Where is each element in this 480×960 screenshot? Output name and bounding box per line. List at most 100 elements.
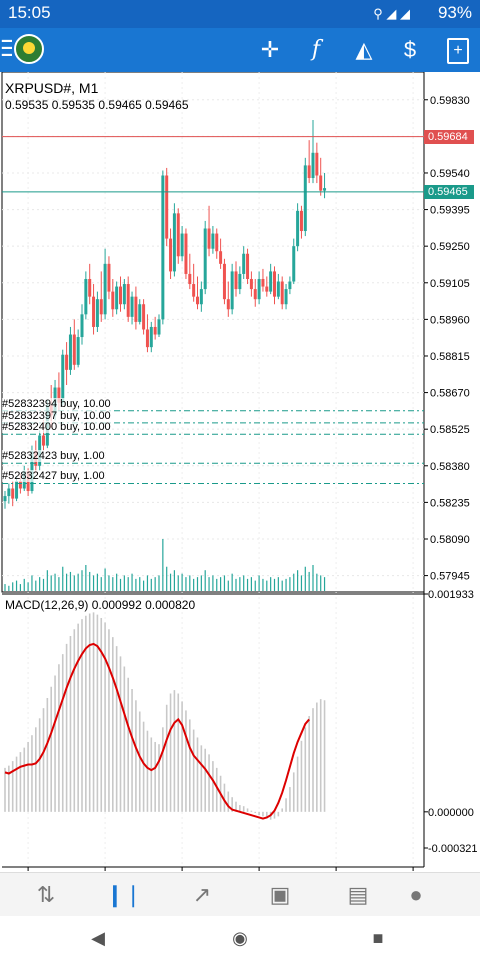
candle-body <box>3 496 7 502</box>
candle-body <box>230 271 234 310</box>
candle-body <box>296 210 300 247</box>
candle-body <box>95 299 99 327</box>
price-tick-label: 0.59540 <box>430 168 470 180</box>
price-tick-label: 0.57945 <box>430 571 470 583</box>
symbol-timeframe: XRPUSD#, M1 <box>5 80 99 96</box>
status-time: 15:05 <box>8 3 51 22</box>
recents-icon[interactable]: ■ <box>372 928 384 948</box>
candle-body <box>142 304 146 330</box>
ask-price-box: 0.59684 <box>424 129 474 144</box>
candle-body <box>165 175 169 239</box>
order-label[interactable]: #52832423 buy, 1.00 <box>2 450 105 463</box>
order-label[interactable]: #52832427 buy, 1.00 <box>2 470 105 483</box>
objects-button[interactable]: ◭ <box>355 37 373 62</box>
price-pane-frame <box>1 72 425 593</box>
candle-body <box>307 165 311 179</box>
macd-tick-label: 0.001933 <box>428 589 474 601</box>
menu-icon[interactable]: ☰ <box>0 36 12 61</box>
macd-label: MACD(12,26,9) 0.000992 0.000820 <box>5 598 196 612</box>
home-icon[interactable]: ◉ <box>232 928 248 948</box>
candle-body <box>257 278 261 300</box>
price-tick-label: 0.58815 <box>430 351 470 363</box>
candle-body <box>169 238 173 272</box>
candle-body <box>196 296 199 305</box>
app-toolbar: ☰ ✛ f ◭ $ + <box>0 28 480 72</box>
candle-body <box>219 251 223 264</box>
order-label[interactable]: #52832400 buy, 10.00 <box>2 421 111 434</box>
candle-body <box>199 289 203 305</box>
price-tick-label: 0.59105 <box>430 278 470 290</box>
candle-body <box>323 188 327 191</box>
indicators-button[interactable]: f <box>311 37 321 62</box>
price-tick-label: 0.58090 <box>430 534 470 546</box>
candle-body <box>15 480 19 499</box>
inbox-icon[interactable]: ▣ <box>269 882 291 907</box>
back-icon[interactable]: ◀ <box>91 928 105 948</box>
candle-body <box>215 233 219 252</box>
price-tick-label: 0.59830 <box>430 95 470 107</box>
candle-body <box>249 278 253 290</box>
candle-body <box>119 286 122 305</box>
candle-body <box>99 299 103 315</box>
order-label[interactable]: #52832397 buy, 10.00 <box>2 409 111 422</box>
order-label[interactable]: #52832394 buy, 10.00 <box>2 397 111 410</box>
candle-body <box>138 304 142 322</box>
candle-body <box>273 271 276 297</box>
price-tick-label: 0.59250 <box>430 241 470 253</box>
candle-body <box>115 286 119 310</box>
quotes-icon[interactable]: ⇅ <box>36 882 56 907</box>
candle-body <box>153 326 157 335</box>
candle-body <box>68 334 72 370</box>
candle-body <box>188 273 192 285</box>
candle-body <box>149 326 153 348</box>
candle-body <box>18 480 22 489</box>
price-tick-label: 0.58670 <box>430 388 470 400</box>
candle-body <box>284 289 288 305</box>
candle-body <box>107 263 111 292</box>
candle-body <box>211 233 215 249</box>
candle-body <box>203 228 207 290</box>
candle-body <box>42 435 45 446</box>
candle-body <box>176 213 180 257</box>
candle-body <box>292 246 296 282</box>
candle-body <box>238 273 242 290</box>
candle-body <box>145 329 149 348</box>
chart-area[interactable]: 0.598300.596850.595400.593950.592500.591… <box>0 72 480 884</box>
candle-body <box>303 165 307 232</box>
wifi-signal-icon: ⚲ ◢ ◢ <box>373 6 410 21</box>
trade-button[interactable]: $ <box>403 37 417 62</box>
ohlc-readout: 0.59535 0.59535 0.59465 0.59465 <box>5 98 189 112</box>
candle-body <box>311 152 315 179</box>
candle-body <box>80 314 84 338</box>
candle-body <box>280 281 284 305</box>
candlestick-chart-icon[interactable]: ❙❘ <box>105 882 143 907</box>
app-logo[interactable] <box>14 34 44 64</box>
chat-icon[interactable]: ● <box>409 882 423 907</box>
candle-body <box>242 253 246 274</box>
candle-body <box>246 253 250 279</box>
crosshair-button[interactable]: ✛ <box>260 37 280 62</box>
candle-body <box>84 278 88 315</box>
candle-body <box>134 296 138 322</box>
macd-tick-label: -0.000321 <box>428 843 478 855</box>
candle-body <box>130 296 134 317</box>
candle-body <box>192 284 196 297</box>
new-order-button[interactable]: + <box>447 38 469 64</box>
candle-body <box>126 284 130 317</box>
candle-body <box>76 337 80 365</box>
candle-body <box>265 286 269 292</box>
macd-signal-line <box>4 642 310 820</box>
candle-body <box>315 152 319 176</box>
candle-body <box>92 296 96 327</box>
candle-body <box>57 387 61 403</box>
candle-body <box>222 263 226 300</box>
candle-body <box>226 299 230 310</box>
price-tick-label: 0.59395 <box>430 205 470 217</box>
bid-price-box: 0.59465 <box>424 184 474 199</box>
candle-body <box>103 263 107 315</box>
news-icon[interactable]: ▤ <box>347 882 369 907</box>
candle-body <box>65 354 69 370</box>
trade-icon[interactable]: ↗ <box>192 882 212 907</box>
system-navigation: ◀ ◉ ■ <box>0 916 480 960</box>
price-tick-label: 0.58380 <box>430 461 470 473</box>
